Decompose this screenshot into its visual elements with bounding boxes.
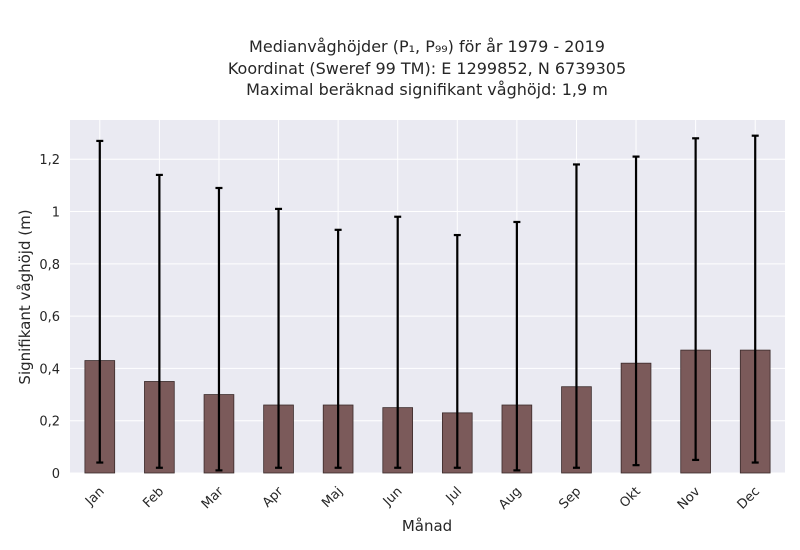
title-line-1: Medianvåghöjder (P₁, P₉₉) för år 1979 - … xyxy=(249,37,605,56)
x-tick-label: Jun xyxy=(380,484,406,510)
title-line-3: Maximal beräknad signifikant våghöjd: 1,… xyxy=(246,80,608,99)
y-axis-label: Signifikant våghöjd (m) xyxy=(16,209,34,384)
y-tick-label: 0,2 xyxy=(39,415,60,430)
x-axis-ticks: Jan Feb Mar Apr Maj Jun Jul Aug Sep Okt Nov Dec xyxy=(82,484,763,513)
x-tick-label: Okt xyxy=(617,484,644,511)
x-tick-label: Jan xyxy=(82,484,107,509)
x-tick-label: Sep xyxy=(556,484,584,512)
y-tick-label: 0,4 xyxy=(39,362,60,377)
plot-area xyxy=(70,120,785,473)
y-tick-label: 0 xyxy=(52,467,60,482)
title-line-2: Koordinat (Sweref 99 TM): E 1299852, N 6… xyxy=(228,59,626,78)
x-tick-label: Dec xyxy=(735,484,763,512)
x-tick-label: Jul xyxy=(443,484,465,506)
x-tick-label: Feb xyxy=(140,484,167,511)
y-tick-label: 1,2 xyxy=(39,153,60,168)
x-tick-label: Aug xyxy=(496,484,525,513)
y-tick-label: 0,8 xyxy=(39,258,60,273)
x-tick-label: Nov xyxy=(675,484,704,513)
y-tick-label: 0,6 xyxy=(39,310,60,325)
y-axis-ticks: 0 0,2 0,4 0,6 0,8 1 1,2 xyxy=(39,153,60,482)
error-bars xyxy=(96,134,759,472)
x-tick-label: Mar xyxy=(199,484,227,512)
x-axis-label: Månad xyxy=(402,517,452,535)
y-tick-label: 1 xyxy=(52,206,60,221)
chart-title: Medianvåghöjder (P₁, P₉₉) för år 1979 - … xyxy=(228,37,626,99)
x-tick-label: Maj xyxy=(319,484,346,511)
x-tick-label: Apr xyxy=(260,484,287,511)
